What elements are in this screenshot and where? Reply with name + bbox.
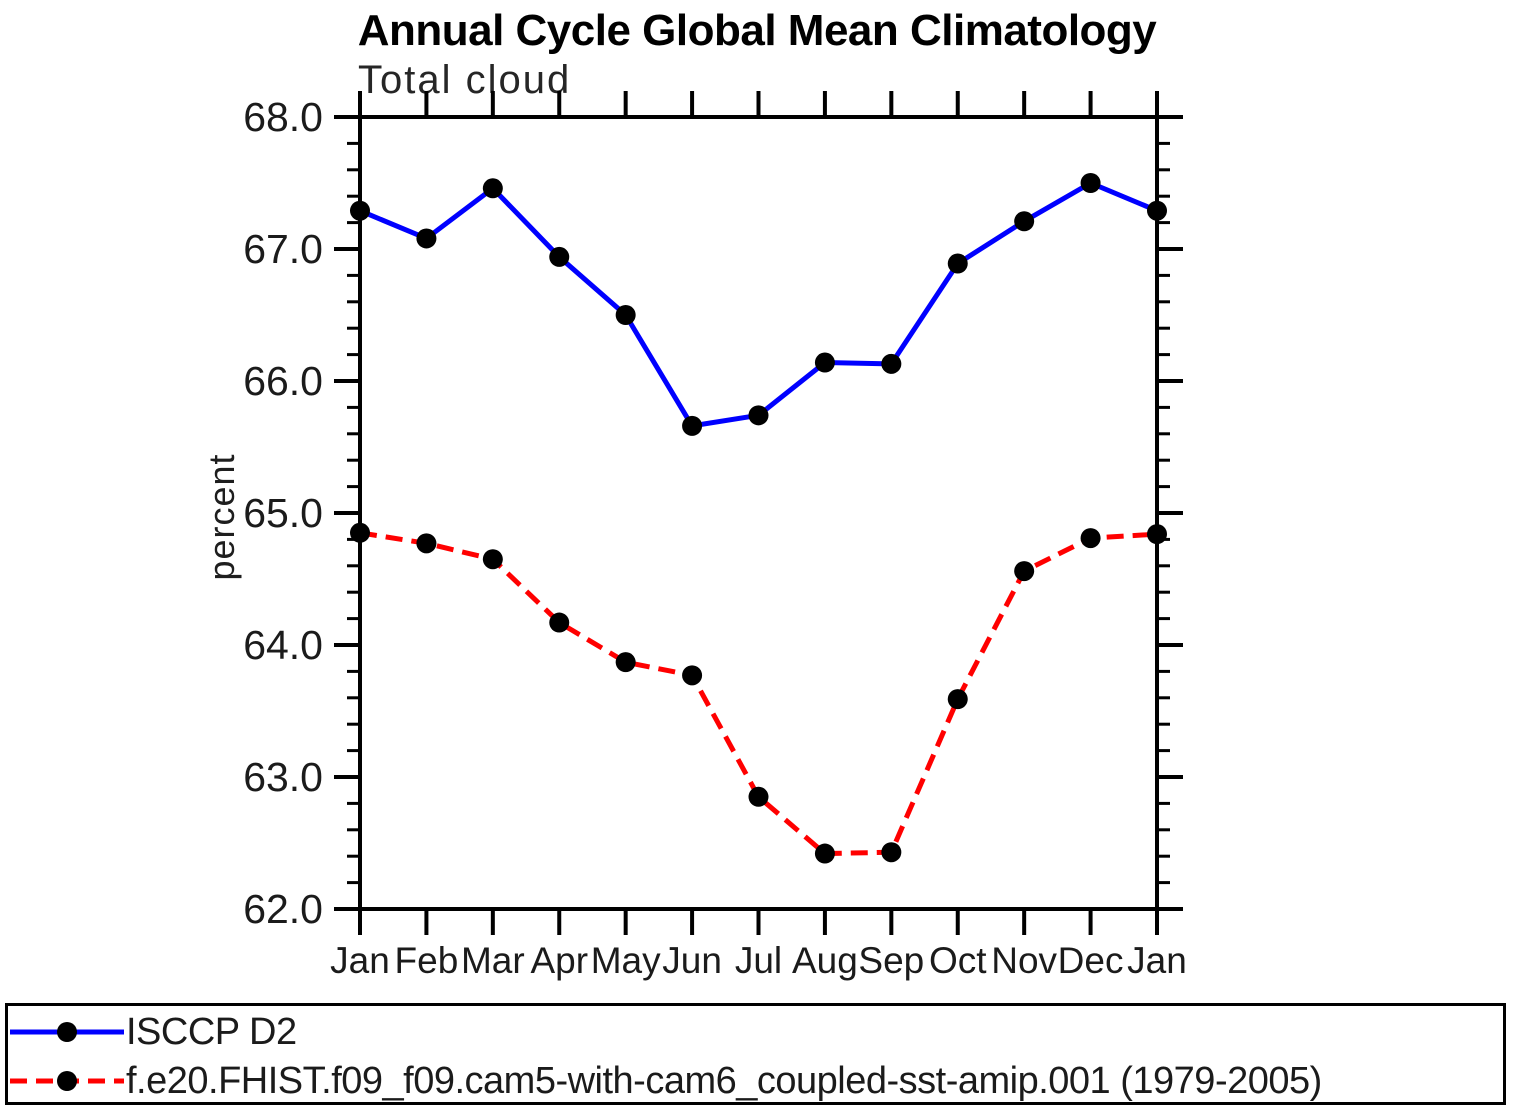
data-point bbox=[416, 228, 437, 249]
data-point bbox=[350, 200, 370, 221]
y-tick-label: 63.0 bbox=[243, 754, 323, 800]
data-point bbox=[682, 415, 703, 436]
legend-marker bbox=[57, 1071, 77, 1091]
legend-swatch-dashed-line bbox=[10, 1071, 124, 1091]
x-tick-label: Jan bbox=[1127, 940, 1187, 981]
legend-item-isccp: ISCCP D2 bbox=[8, 1007, 297, 1057]
data-point bbox=[881, 353, 902, 374]
data-point bbox=[947, 689, 968, 710]
x-tick-label: Oct bbox=[929, 940, 987, 981]
chart-subtitle: Total cloud bbox=[358, 58, 572, 102]
x-tick-label: Mar bbox=[461, 940, 525, 981]
data-point bbox=[482, 549, 503, 570]
x-tick-label: Jul bbox=[735, 940, 782, 981]
data-point bbox=[1147, 524, 1167, 545]
data-point bbox=[748, 786, 769, 807]
data-point bbox=[1014, 211, 1035, 232]
y-tick-label: 64.0 bbox=[243, 622, 323, 668]
legend-label: ISCCP D2 bbox=[126, 1010, 297, 1053]
legend-swatch-solid-line bbox=[10, 1022, 124, 1042]
data-point bbox=[350, 522, 370, 543]
chart-title: Annual Cycle Global Mean Climatology bbox=[357, 6, 1157, 55]
data-point bbox=[814, 843, 835, 864]
x-tick-label: Nov bbox=[991, 940, 1057, 981]
data-point bbox=[615, 652, 636, 673]
legend-item-model: f.e20.FHIST.f09_f09.cam5-with-cam6_coupl… bbox=[8, 1056, 1322, 1106]
y-tick-label: 68.0 bbox=[243, 94, 323, 140]
data-point bbox=[947, 253, 968, 274]
data-point bbox=[416, 533, 437, 554]
data-point bbox=[482, 178, 503, 199]
x-tick-label: Sep bbox=[858, 940, 924, 981]
data-point bbox=[549, 612, 570, 633]
series-line-0 bbox=[359, 180, 1158, 429]
y-tick-label: 66.0 bbox=[243, 358, 323, 404]
x-tick-label: Jun bbox=[662, 940, 722, 981]
y-tick-label: 67.0 bbox=[243, 226, 323, 272]
data-point bbox=[748, 405, 769, 426]
x-tick-label: Apr bbox=[530, 940, 588, 981]
y-tick-label: 65.0 bbox=[243, 490, 323, 536]
data-point bbox=[1147, 200, 1167, 221]
data-point bbox=[1080, 173, 1101, 193]
legend-label: f.e20.FHIST.f09_f09.cam5-with-cam6_coupl… bbox=[126, 1059, 1322, 1102]
data-point bbox=[615, 305, 636, 325]
data-point bbox=[1014, 561, 1035, 582]
x-tick-label: Feb bbox=[395, 940, 459, 981]
data-point bbox=[682, 665, 703, 686]
x-tick-label: Dec bbox=[1058, 940, 1124, 981]
x-tick-label: Aug bbox=[792, 940, 858, 981]
legend-marker bbox=[57, 1022, 77, 1042]
data-point bbox=[549, 246, 570, 267]
data-point bbox=[881, 842, 902, 863]
data-point bbox=[814, 352, 835, 373]
y-tick-label: 62.0 bbox=[243, 886, 323, 932]
x-tick-label: Jan bbox=[330, 940, 390, 981]
x-tick-label: May bbox=[591, 940, 661, 981]
legend: ISCCP D2 f.e20.FHIST.f09_f09.cam5-with-c… bbox=[5, 1003, 1506, 1105]
data-point bbox=[1080, 528, 1101, 549]
